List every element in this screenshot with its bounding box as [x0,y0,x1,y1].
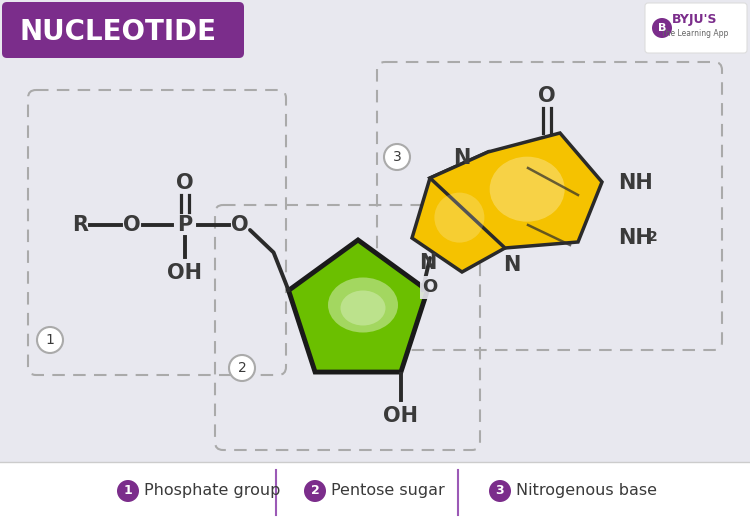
Polygon shape [289,240,427,372]
Text: BYJU'S: BYJU'S [672,14,718,27]
Circle shape [229,355,255,381]
Text: N: N [453,148,471,168]
Polygon shape [412,152,505,272]
Text: Phosphate group: Phosphate group [144,483,280,498]
Text: O: O [538,86,556,106]
FancyBboxPatch shape [645,3,747,53]
Text: 1: 1 [46,333,55,347]
Text: O: O [176,173,194,193]
Text: O: O [231,215,249,235]
Circle shape [117,480,139,502]
FancyBboxPatch shape [0,462,750,523]
Ellipse shape [490,157,565,222]
Text: OH: OH [167,263,202,283]
Text: O: O [123,215,141,235]
Text: O: O [422,278,437,297]
Circle shape [652,18,672,38]
Text: 1: 1 [124,484,132,497]
FancyBboxPatch shape [2,2,244,58]
Polygon shape [430,133,602,248]
Text: OH: OH [383,406,418,426]
Circle shape [304,480,326,502]
Text: N: N [419,253,436,273]
Text: 3: 3 [496,484,504,497]
Text: P: P [177,215,193,235]
Text: The Learning App: The Learning App [662,29,729,39]
Ellipse shape [328,278,398,333]
Text: R: R [72,215,88,235]
Text: 2: 2 [310,484,320,497]
Ellipse shape [434,192,484,243]
Text: NH: NH [618,228,652,248]
Text: 2: 2 [648,230,658,244]
Text: NUCLEOTIDE: NUCLEOTIDE [20,18,217,46]
Text: 3: 3 [393,150,401,164]
Circle shape [37,327,63,353]
Ellipse shape [340,290,386,325]
Text: Pentose sugar: Pentose sugar [331,483,445,498]
Circle shape [384,144,410,170]
Text: NH: NH [618,173,652,193]
Text: 2: 2 [238,361,246,375]
Text: Nitrogenous base: Nitrogenous base [516,483,657,498]
Text: B: B [658,23,666,33]
Text: N: N [503,255,520,275]
Circle shape [489,480,511,502]
